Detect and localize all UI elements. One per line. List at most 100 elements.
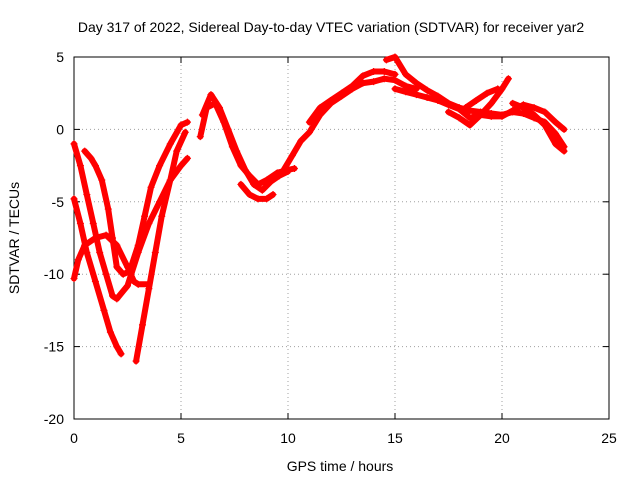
data-point-marker [359,72,367,80]
data-point-marker [254,195,262,203]
data-point-marker [423,94,431,102]
data-point-marker [113,295,121,303]
data-point-marker [132,357,140,365]
series-track-2 [70,195,125,358]
series-line [509,100,568,155]
data-point-marker [380,75,388,83]
data-point-marker [237,180,245,188]
x-axis-label: GPS time / hours [287,458,394,474]
data-point-marker [530,104,538,112]
data-point-marker [498,112,506,120]
data-point-marker [504,75,512,83]
data-point-marker [462,104,470,112]
series-line [71,195,125,357]
data-point-marker [158,212,166,220]
data-point-marker [391,85,399,93]
series-track-5 [132,128,189,365]
data-point-marker [91,277,99,285]
data-point-marker [198,111,206,119]
data-point-marker [109,234,117,242]
data-point-marker [134,280,142,288]
chart-title: Day 317 of 2022, Sidereal Day-to-day VTE… [78,19,584,35]
data-point-marker [477,111,485,119]
x-tick-label: 0 [70,430,78,446]
series-track-14 [462,85,502,112]
data-point-marker [391,53,399,61]
data-point-marker [117,350,125,358]
data-point-marker [91,162,99,170]
data-point-marker [348,82,356,90]
data-point-marker [552,140,559,148]
data-point-marker [519,104,527,112]
data-point-marker [183,118,191,126]
data-point-marker [126,267,134,275]
data-point-marker [166,140,174,148]
data-point-marker [370,67,378,75]
data-point-marker [156,162,164,170]
data-point-marker [245,191,253,199]
data-point-marker [297,137,305,145]
data-point-marker [76,220,84,228]
data-point-marker [382,56,390,64]
data-point-marker [109,292,117,300]
series-track-7 [198,91,292,194]
data-point-marker [327,96,335,104]
y-axis-label: SDTVAR / TECUs [6,182,22,294]
x-tick-label: 20 [494,430,510,446]
series-track-13 [445,75,512,129]
data-point-marker [434,96,442,104]
data-point-marker [119,270,127,278]
y-tick-label: -10 [44,266,64,282]
data-point-marker [258,186,266,194]
data-point-marker [147,183,155,191]
data-point-marker [177,121,185,129]
y-tick-label: -15 [44,339,64,355]
data-point-marker [338,89,345,97]
data-point-marker [102,231,110,239]
data-point-marker [541,121,549,129]
data-point-marker [138,321,146,329]
data-point-marker [380,67,388,75]
data-point-marker [87,154,95,162]
data-point-marker [134,241,142,249]
axis-ticks: 0 5 10 15 20 25 -20 -15 -10 -5 0 5 [44,49,617,446]
data-point-marker [113,343,121,351]
data-point-marker [466,114,474,122]
data-point-marker [241,166,249,174]
series-track-4 [81,118,191,278]
data-point-marker [412,79,420,87]
data-point-marker [250,180,258,188]
series-line [462,85,501,111]
data-point-marker [166,176,174,184]
data-point-marker [487,112,495,120]
data-point-marker [445,108,452,116]
plot-frame [73,56,610,420]
data-point-marker [81,147,89,155]
data-point-marker [102,270,110,278]
data-point-marker [145,220,153,228]
data-point-marker [423,86,431,94]
x-tick-label: 15 [387,430,403,446]
data-point-marker [269,191,277,199]
data-point-marker [402,70,410,78]
data-point-marker [316,104,324,112]
data-point-marker [156,198,164,206]
data-point-marker [104,205,112,213]
data-point-marker [91,234,99,242]
data-point-marker [509,107,517,115]
series-line [81,119,191,278]
y-tick-label: 5 [56,49,64,65]
data-point-marker [151,248,159,256]
data-point-marker [466,121,474,129]
data-point-marker [445,101,452,109]
data-point-marker [216,104,224,112]
data-point-marker [130,277,138,285]
data-point-marker [224,125,232,133]
y-tick-label: -20 [44,411,64,427]
data-point-marker [106,328,114,336]
data-point-marker [196,133,204,141]
data-point-marker [494,85,502,93]
data-point-marker [509,99,517,107]
data-point-marker [402,88,410,96]
